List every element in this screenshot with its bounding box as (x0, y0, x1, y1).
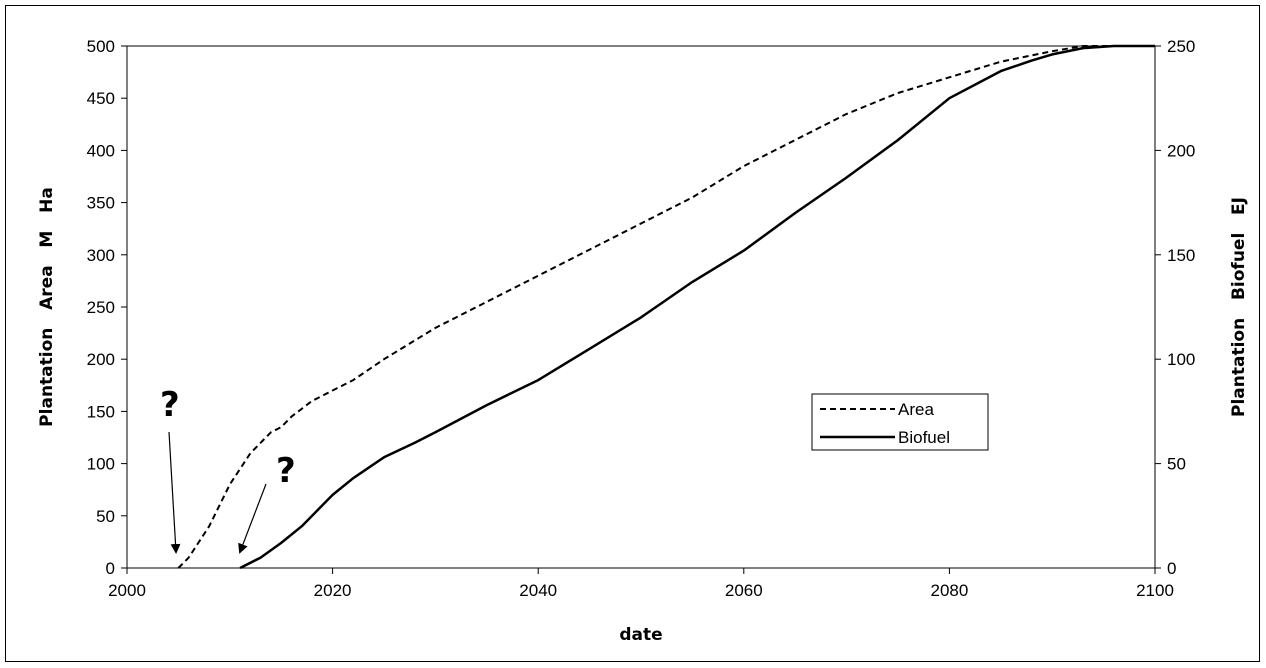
left-y-tick-label: 250 (87, 298, 115, 317)
x-axis-title: date (619, 625, 662, 645)
left-y-tick-label: 0 (106, 559, 115, 578)
x-tick-label: 2080 (930, 581, 968, 600)
right-y-tick-label: 200 (1167, 141, 1195, 160)
left-y-tick-label: 300 (87, 246, 115, 265)
left-y-tick-label: 150 (87, 402, 115, 421)
x-tick-label: 2000 (108, 581, 146, 600)
x-tick-label: 2100 (1136, 581, 1174, 600)
right-y-tick-label: 0 (1167, 559, 1176, 578)
series-lines (177, 44, 1155, 570)
annotation-question-mark-2: ? (276, 451, 296, 491)
x-axis-ticks: 2000 2020 2040 2060 2080 2100 (108, 568, 1174, 600)
series-line-biofuel (239, 44, 1155, 570)
series-line-area (177, 45, 1155, 569)
annotation-arrow-1 (168, 431, 181, 554)
left-y-tick-label: 50 (96, 507, 115, 526)
legend-label-biofuel: Biofuel (898, 428, 950, 447)
right-y-tick-label: 50 (1167, 455, 1186, 474)
legend: Area Biofuel (811, 393, 989, 451)
annotation-arrow-2 (238, 483, 267, 554)
x-tick-label: 2060 (725, 581, 763, 600)
annotation-question-mark-1: ? (160, 385, 180, 425)
left-y-axis-title: Plantation Area M Ha (37, 187, 57, 427)
right-y-tick-label: 100 (1167, 350, 1195, 369)
x-tick-label: 2040 (519, 581, 557, 600)
chart-frame (5, 5, 1260, 662)
right-y-axis-title: Plantation Biofuel EJ (1229, 197, 1249, 417)
left-y-tick-label: 500 (87, 37, 115, 56)
left-y-tick-label: 100 (87, 455, 115, 474)
right-y-tick-label: 250 (1167, 37, 1195, 56)
legend-box (811, 393, 989, 451)
left-y-tick-label: 200 (87, 350, 115, 369)
left-y-tick-label: 400 (87, 141, 115, 160)
left-y-tick-label: 450 (87, 89, 115, 108)
right-y-axis-ticks: 0 50 100 150 200 250 (1155, 37, 1195, 578)
legend-label-area: Area (898, 400, 934, 419)
left-y-tick-label: 350 (87, 194, 115, 213)
left-y-axis-ticks: 0 50 100 150 200 250 300 350 400 450 500 (87, 37, 127, 578)
x-tick-label: 2020 (314, 581, 352, 600)
right-y-tick-label: 150 (1167, 246, 1195, 265)
